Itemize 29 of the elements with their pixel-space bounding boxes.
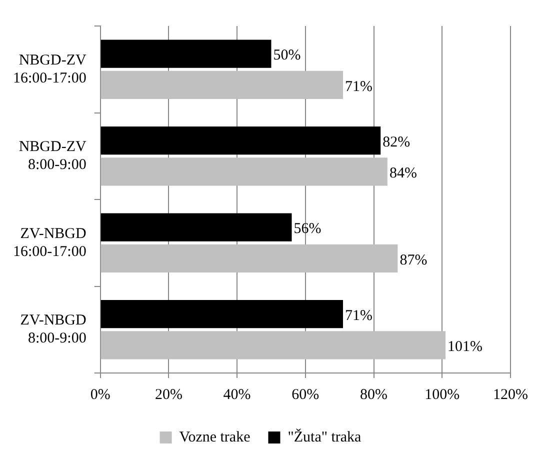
x-tick-label: 40%: [223, 386, 251, 403]
x-tick-label: 100%: [424, 386, 460, 403]
y-tick-label: ZV-NBGD 16:00-17:00: [12, 226, 86, 260]
bar: [100, 244, 398, 273]
legend-label: "Žuta" traka: [288, 428, 362, 446]
data-label: 71%: [345, 78, 373, 95]
bar: [100, 300, 344, 328]
y-tick-label: NBGD-ZV 16:00-17:00: [12, 52, 86, 86]
data-label: 50%: [273, 48, 301, 64]
data-label: 101%: [448, 339, 483, 356]
x-tick-label: 120%: [493, 386, 528, 403]
bar: [100, 126, 381, 155]
bar: [100, 213, 292, 242]
bar: [100, 70, 344, 100]
x-tick-label: 80%: [360, 386, 388, 403]
x-tick-label: 60%: [292, 386, 320, 403]
data-label: 71%: [345, 308, 373, 324]
y-tick-label: ZV-NBGD 8:00-9:00: [20, 312, 86, 347]
data-label: 82%: [382, 134, 410, 150]
y-tick-label: NBGD-ZV 8:00-9:00: [18, 139, 86, 174]
x-tick-label: 0%: [90, 386, 110, 403]
data-label: 56%: [294, 221, 322, 238]
legend-label: Vozne trake: [179, 429, 251, 446]
data-label: 84%: [389, 166, 417, 182]
data-label: 87%: [400, 252, 428, 268]
bar: [100, 40, 272, 68]
bar: [100, 158, 388, 186]
bar: [100, 331, 446, 360]
x-tick-label: 20%: [154, 386, 182, 403]
